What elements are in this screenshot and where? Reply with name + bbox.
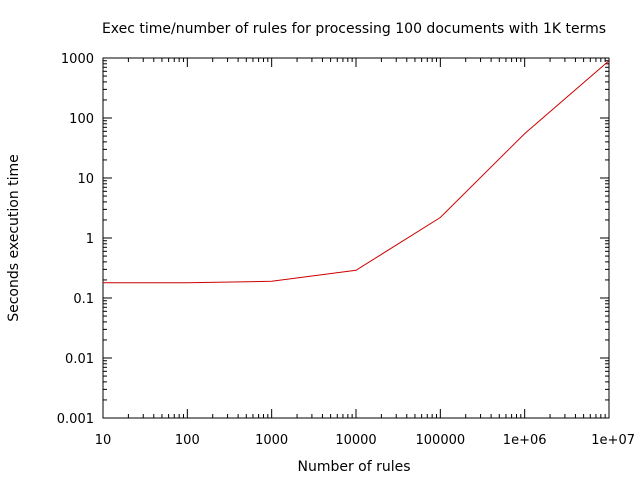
x-tick-label: 1e+06 xyxy=(503,433,547,448)
plot-frame xyxy=(102,57,610,419)
chart-title: Exec time/number of rules for processing… xyxy=(102,21,606,37)
y-tick-label: 0.001 xyxy=(57,412,94,427)
x-tick-label: 1e+07 xyxy=(591,433,635,448)
x-axis-label: Number of rules xyxy=(297,459,410,475)
x-tick-label: 10 xyxy=(95,433,112,448)
x-tick-label: 100 xyxy=(175,433,200,448)
y-tick-label: 10 xyxy=(77,172,94,187)
x-tick-label: 100000 xyxy=(416,433,466,448)
y-axis: 0.001 0.01 0.1 1 10 100 1000 xyxy=(57,52,609,427)
y-tick-label: 0.01 xyxy=(65,352,94,367)
x-tick-label: 1000 xyxy=(255,433,288,448)
y-tick-label: 100 xyxy=(69,112,94,127)
x-axis: 10 100 1000 10000 100000 1e+06 1e+07 xyxy=(95,58,635,448)
y-axis-label: Seconds execution time xyxy=(6,154,22,322)
y-tick-label: 1000 xyxy=(61,52,94,67)
series-line xyxy=(103,60,610,284)
series-group xyxy=(103,60,610,284)
x-tick-label: 10000 xyxy=(335,433,376,448)
y-tick-label: 1 xyxy=(86,232,94,247)
plot-area xyxy=(102,57,610,419)
y-tick-label: 0.1 xyxy=(73,292,94,307)
